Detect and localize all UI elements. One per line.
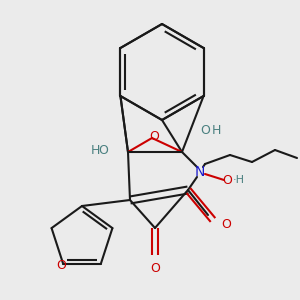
Text: O: O [98,143,108,157]
Text: O: O [200,124,210,136]
Text: ·H: ·H [233,175,245,185]
Text: H: H [91,143,100,157]
Text: O: O [149,130,159,142]
Text: N: N [195,165,205,179]
Text: H: H [212,124,221,136]
Text: O: O [222,173,232,187]
Text: O: O [221,218,231,232]
Text: O: O [150,262,160,275]
Text: O: O [56,260,66,272]
